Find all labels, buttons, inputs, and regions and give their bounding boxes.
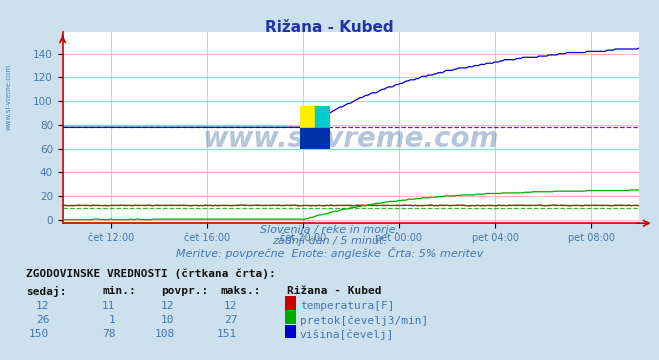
Text: 150: 150 [29,329,49,339]
Bar [315,128,330,149]
Text: povpr.:: povpr.: [161,286,209,296]
Text: Slovenija / reke in morje.: Slovenija / reke in morje. [260,225,399,235]
Text: 11: 11 [102,301,115,311]
Text: višina[čevelj]: višina[čevelj] [300,329,394,340]
Text: min.:: min.: [102,286,136,296]
Text: 108: 108 [154,329,175,339]
Text: 12: 12 [224,301,237,311]
Text: sedaj:: sedaj: [26,286,67,297]
Text: 10: 10 [161,315,175,325]
Text: ZGODOVINSKE VREDNOSTI (črtkana črta):: ZGODOVINSKE VREDNOSTI (črtkana črta): [26,268,276,279]
Text: temperatura[F]: temperatura[F] [300,301,394,311]
Text: zadnji dan / 5 minut.: zadnji dan / 5 minut. [272,236,387,246]
Text: 12: 12 [36,301,49,311]
Bar [315,106,330,128]
Bar [300,128,315,149]
Text: pretok[čevelj3/min]: pretok[čevelj3/min] [300,315,428,325]
Text: 12: 12 [161,301,175,311]
Text: www.si-vreme.com: www.si-vreme.com [5,64,11,130]
Text: Meritve: povprečne  Enote: angleške  Črta: 5% meritev: Meritve: povprečne Enote: angleške Črta:… [176,247,483,258]
Text: 151: 151 [217,329,237,339]
Bar [300,106,315,128]
Text: 26: 26 [36,315,49,325]
Text: maks.:: maks.: [221,286,261,296]
Text: Rižana - Kubed: Rižana - Kubed [287,286,381,296]
Text: 1: 1 [109,315,115,325]
Text: www.si-vreme.com: www.si-vreme.com [203,125,499,153]
Text: 78: 78 [102,329,115,339]
Text: Rižana - Kubed: Rižana - Kubed [265,20,394,35]
Text: 27: 27 [224,315,237,325]
